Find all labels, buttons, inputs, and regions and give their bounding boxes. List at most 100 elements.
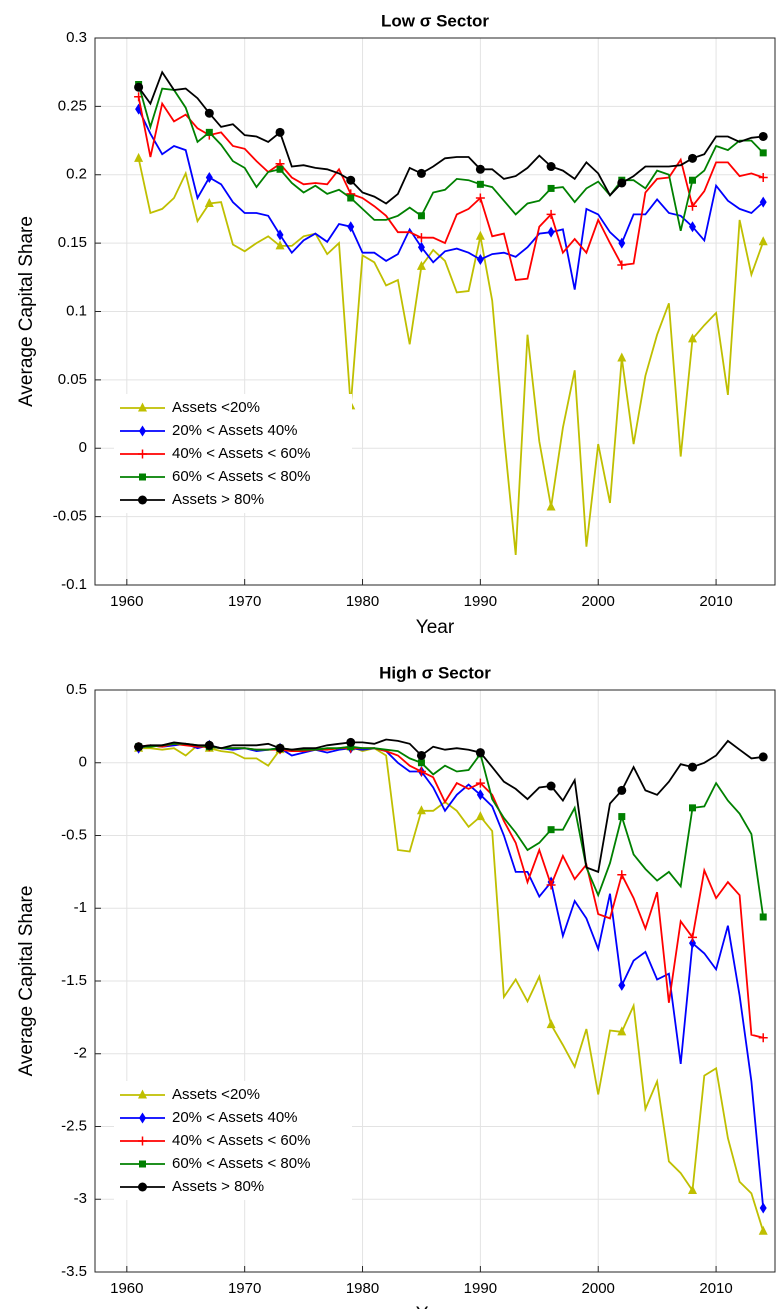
marker	[205, 171, 213, 183]
y-tick-label: -2.5	[61, 1117, 87, 1134]
marker	[689, 804, 697, 812]
marker	[546, 1019, 556, 1029]
y-tick-label: -1	[74, 899, 87, 916]
marker	[758, 1033, 768, 1043]
marker	[204, 740, 214, 750]
marker	[617, 1026, 627, 1036]
marker	[546, 209, 556, 219]
legend-label: 60% < Assets < 80%	[172, 1155, 310, 1172]
marker	[617, 870, 627, 880]
marker	[546, 880, 556, 890]
marker	[417, 241, 425, 253]
legend-label: Assets > 80%	[172, 491, 264, 508]
marker	[476, 789, 484, 801]
legend-label: Assets <20%	[172, 399, 260, 416]
marker	[275, 240, 285, 250]
marker	[138, 495, 147, 505]
marker	[416, 168, 426, 178]
marker	[416, 260, 426, 270]
marker	[139, 1112, 146, 1124]
x-tick-label: 1960	[110, 1280, 143, 1297]
y-tick-label: -1.5	[61, 972, 87, 989]
x-tick-label: 2010	[699, 1280, 732, 1297]
legend-label: 40% < Assets < 60%	[172, 1132, 310, 1149]
marker	[139, 425, 146, 437]
marker	[475, 164, 485, 174]
marker	[275, 743, 285, 753]
marker	[758, 236, 768, 246]
y-tick-label: -3.5	[61, 1263, 87, 1280]
marker	[139, 473, 146, 481]
series-line	[138, 738, 764, 874]
x-tick-label: 1980	[346, 1280, 379, 1297]
marker	[138, 1136, 147, 1146]
marker	[689, 937, 697, 949]
marker	[618, 979, 626, 991]
marker	[138, 1089, 147, 1099]
marker	[276, 229, 284, 241]
marker	[759, 196, 767, 208]
y-tick-label: 0.25	[58, 97, 87, 114]
marker	[759, 1202, 767, 1214]
y-axis-label: Average Capital Share	[16, 216, 37, 407]
marker	[134, 742, 144, 752]
marker	[475, 748, 485, 758]
marker	[547, 826, 555, 834]
marker	[688, 201, 698, 211]
x-tick-label: 2000	[582, 593, 615, 610]
marker	[546, 501, 556, 511]
marker	[689, 221, 697, 233]
marker	[346, 737, 356, 747]
marker	[138, 402, 147, 412]
x-tick-label: 1990	[464, 593, 497, 610]
marker	[416, 805, 426, 815]
x-axis-label: Year	[416, 1304, 455, 1309]
marker	[547, 184, 555, 192]
marker	[758, 172, 768, 182]
y-tick-label: 0	[79, 439, 87, 456]
marker	[417, 212, 425, 220]
y-tick-label: 0	[79, 754, 87, 771]
marker	[758, 752, 768, 762]
series-line	[137, 96, 764, 281]
y-tick-label: 0.5	[66, 681, 87, 698]
series-line	[138, 744, 765, 1232]
y-tick-label: 0.05	[58, 371, 87, 388]
marker	[759, 149, 767, 157]
marker	[276, 165, 284, 173]
marker	[204, 197, 214, 207]
marker	[688, 762, 698, 772]
legend-label: 20% < Assets 40%	[172, 422, 298, 439]
y-tick-label: 0.15	[58, 234, 87, 251]
x-tick-label: 1960	[110, 593, 143, 610]
chart-title: High σ Sector	[379, 663, 491, 682]
marker	[205, 128, 213, 136]
marker	[138, 449, 147, 459]
marker	[617, 352, 627, 362]
y-tick-label: -3	[74, 1190, 87, 1207]
axes-box	[94, 689, 776, 1273]
series-line	[137, 108, 764, 290]
legend-label: 20% < Assets 40%	[172, 1109, 298, 1126]
legend-label: 40% < Assets < 60%	[172, 445, 310, 462]
marker	[758, 1225, 768, 1235]
marker	[618, 813, 626, 821]
marker	[347, 194, 355, 202]
x-tick-label: 2000	[582, 1280, 615, 1297]
marker	[546, 781, 556, 791]
marker	[546, 162, 556, 172]
marker	[617, 260, 627, 270]
chart-title: Low σ Sector	[381, 11, 489, 30]
x-tick-label: 1970	[228, 1280, 261, 1297]
y-axis-label: Average Capital Share	[16, 886, 37, 1077]
marker	[618, 237, 626, 249]
marker	[416, 750, 426, 760]
marker	[617, 785, 627, 795]
y-tick-label: 0.3	[66, 29, 87, 46]
marker	[416, 233, 426, 243]
marker	[688, 153, 698, 163]
marker	[134, 82, 144, 92]
x-tick-label: 2010	[699, 593, 732, 610]
marker	[476, 180, 484, 188]
